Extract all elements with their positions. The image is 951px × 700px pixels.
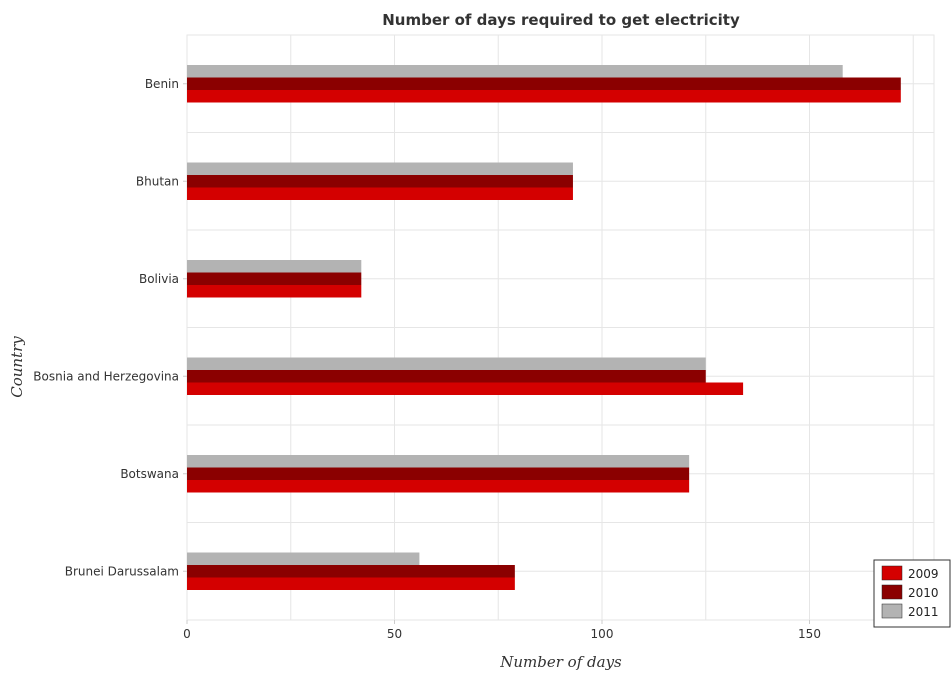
legend-label-2010: 2010 [908,586,939,600]
legend-label-2009: 2009 [908,567,939,581]
legend: 2009 2010 2011 [873,559,951,628]
bar-botswana-2011 [187,455,690,468]
bar-bosnia-and-herzegovina-2010 [187,370,706,383]
bar-brunei-darussalam-2010 [187,565,515,578]
grid-layer [186,34,935,621]
legend-label-2011: 2011 [908,605,939,619]
legend-swatch-2009 [881,565,903,581]
bar-bolivia-2011 [187,260,362,273]
y-tick-label: Bhutan [136,174,179,188]
bar-bosnia-and-herzegovina-2011 [187,357,706,370]
bar-bhutan-2009 [187,187,573,200]
y-tick-label: Bolivia [139,272,179,286]
bar-benin-2010 [187,77,901,90]
legend-swatch-2011 [881,603,903,619]
bar-bolivia-2010 [187,272,362,285]
y-tick-label: Brunei Darussalam [65,564,179,578]
chart-title: Number of days required to get electrici… [382,11,740,29]
x-tick-label: 50 [387,627,402,641]
bar-botswana-2010 [187,467,690,480]
x-tick-label: 100 [591,627,614,641]
bar-brunei-darussalam-2011 [187,552,420,565]
bar-benin-2009 [187,90,901,103]
y-tick-label: Benin [145,77,179,91]
y-tick-label: Bosnia and Herzegovina [33,369,179,383]
x-tick-label: 150 [798,627,821,641]
bar-benin-2011 [187,65,843,78]
plot-frame [186,34,935,621]
bar-bhutan-2011 [187,162,573,175]
bar-brunei-darussalam-2009 [187,577,515,590]
bar-bhutan-2010 [187,175,573,188]
x-tick-label: 0 [183,627,191,641]
x-axis-label: Number of days [499,653,622,671]
bar-bolivia-2009 [187,285,362,298]
bars-layer [187,65,901,590]
bar-bosnia-and-herzegovina-2009 [187,382,744,395]
y-axis-label: Country [8,336,26,398]
ticks-layer: Benin Bhutan Bolivia Bosnia and Herzegovina… [33,77,821,641]
legend-swatch-2010 [881,584,903,600]
bar-botswana-2009 [187,480,690,493]
y-tick-label: Botswana [120,467,179,481]
